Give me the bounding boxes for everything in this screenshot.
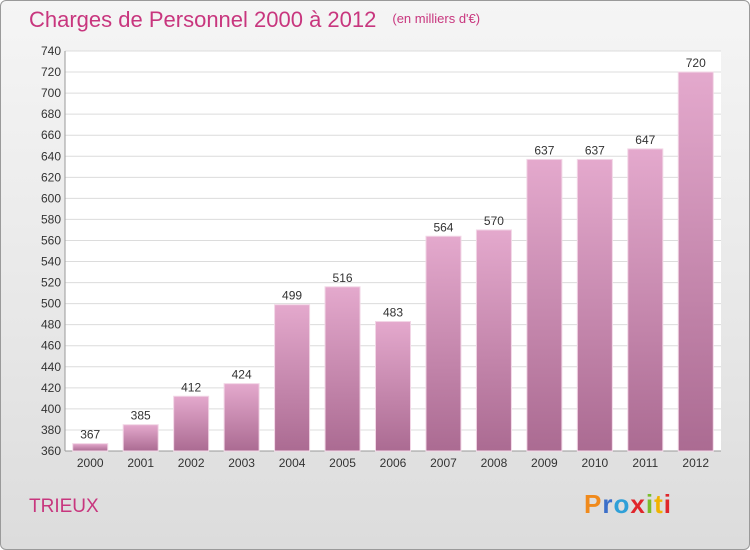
y-tick-label: 500 [41,297,61,311]
y-tick-label: 580 [41,212,61,226]
y-tick-label: 400 [41,402,61,416]
x-tick-label: 2000 [77,456,104,470]
y-tick-label: 740 [41,44,61,58]
y-tick-label: 700 [41,86,61,100]
y-tick-label: 620 [41,170,61,184]
x-tick-label: 2001 [127,456,154,470]
bar [475,229,512,452]
y-tick-label: 720 [41,65,61,79]
data-label: 483 [383,306,403,320]
y-tick-label: 540 [41,255,61,269]
x-tick-label: 2012 [682,456,709,470]
bar [375,321,411,452]
data-label: 516 [333,271,353,285]
x-tick-label: 2002 [178,456,205,470]
y-tick-label: 640 [41,149,61,163]
x-tick-label: 2004 [279,456,306,470]
y-tick-label: 460 [41,339,61,353]
bar [223,383,260,452]
y-tick-label: 660 [41,128,61,142]
bar [324,286,361,452]
bars [72,71,714,452]
data-label: 720 [686,56,706,70]
y-tick-label: 440 [41,360,61,374]
data-label: 367 [80,428,100,442]
bar [173,395,210,452]
x-tick-label: 2008 [481,456,508,470]
bar [677,71,714,452]
bar [72,443,109,452]
bar [576,158,613,452]
x-tick-label: 2007 [430,456,457,470]
data-label: 499 [282,289,302,303]
x-tick-label: 2005 [329,456,356,470]
x-tick-label: 2011 [632,456,658,470]
chart-title: Charges de Personnel 2000 à 2012 (en mill… [29,7,480,33]
data-label: 637 [534,143,554,157]
y-tick-label: 360 [41,444,61,458]
data-label: 385 [131,409,151,423]
chart-unit: (en milliers d'€) [392,11,481,26]
y-tick-label: 680 [41,107,61,121]
y-axis-ticks: 360 380 400 420 440 460 480 500 520 540 560 580 600 6… [41,44,61,458]
bar [122,424,159,452]
data-label: 564 [433,220,453,234]
y-tick-label: 480 [41,318,61,332]
y-tick-label: 380 [41,423,61,437]
data-label: 637 [585,143,605,157]
commune-name: TRIEUX [29,496,99,517]
data-label: 570 [484,214,504,228]
data-label: 424 [232,368,252,382]
bar [425,235,462,452]
x-tick-label: 2010 [581,456,608,470]
y-tick-label: 600 [41,191,61,205]
x-axis-ticks: 2000 2001 2002 2003 2004 2005 2006 2007 2008 2009… [77,456,710,470]
bar [627,148,664,452]
data-label: 412 [181,380,201,394]
chart-title-text: Charges de Personnel 2000 à 2012 [29,7,377,32]
y-tick-label: 520 [41,276,61,290]
bar [274,304,311,452]
proxiti-logo: Proxiti [584,489,672,519]
y-tick-label: 560 [41,233,61,247]
x-tick-label: 2006 [380,456,407,470]
x-tick-label: 2009 [531,456,558,470]
value-labels: 367 385 412 424 499 516 483 564 570 637 637 647 720 [80,56,706,442]
y-tick-label: 420 [41,381,61,395]
x-tick-label: 2003 [228,456,255,470]
data-label: 647 [635,133,655,147]
bar [526,158,563,452]
